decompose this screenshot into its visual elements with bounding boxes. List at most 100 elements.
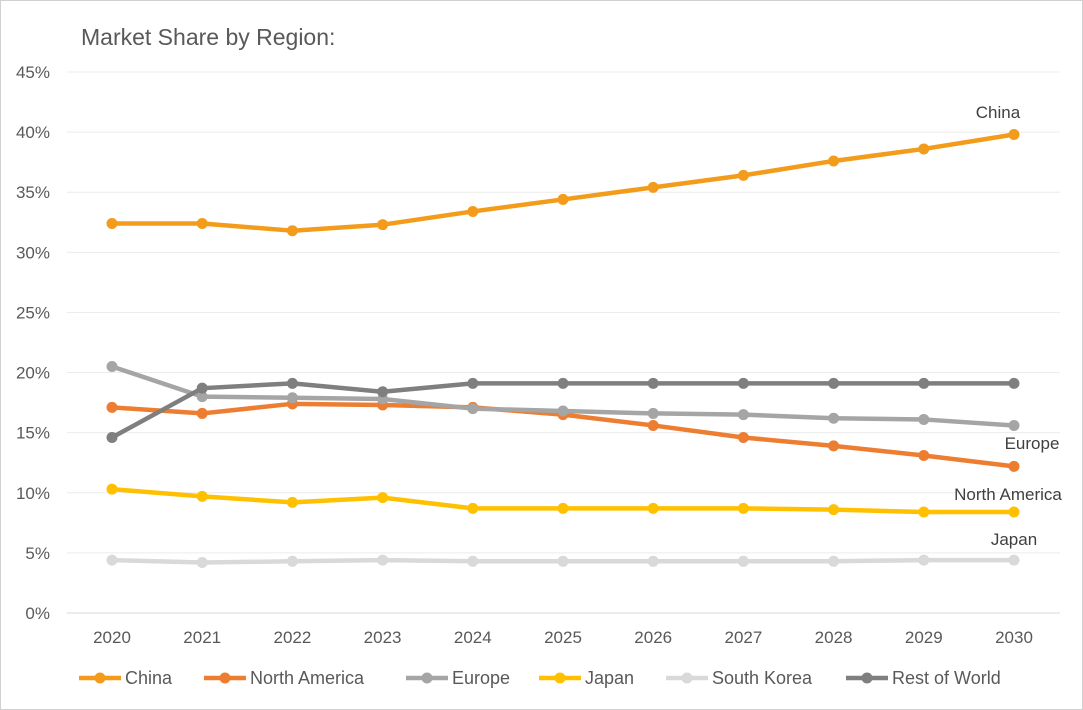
y-tick-label: 30% <box>16 243 50 262</box>
data-point <box>828 377 840 389</box>
data-point <box>106 554 118 566</box>
data-point <box>828 555 840 567</box>
end-label: North America <box>954 485 1062 504</box>
data-point <box>286 377 298 389</box>
data-point <box>377 492 389 504</box>
legend-item: Japan <box>539 668 634 688</box>
data-point <box>828 440 840 452</box>
legend-label: North America <box>250 668 365 688</box>
data-point <box>557 405 569 417</box>
data-point <box>918 377 930 389</box>
data-point <box>647 555 659 567</box>
data-point <box>467 502 479 514</box>
data-point <box>196 217 208 229</box>
x-tick-label: 2021 <box>183 628 221 647</box>
legend-item: South Korea <box>666 668 813 688</box>
y-tick-label: 35% <box>16 183 50 202</box>
data-point <box>196 391 208 403</box>
legend-item: China <box>79 668 173 688</box>
data-point <box>286 225 298 237</box>
legend-item: North America <box>204 668 365 688</box>
x-tick-label: 2027 <box>724 628 762 647</box>
legend-marker <box>554 672 566 684</box>
data-point <box>1008 377 1020 389</box>
y-tick-label: 15% <box>16 424 50 443</box>
end-label: Europe <box>1005 434 1060 453</box>
x-tick-label: 2024 <box>454 628 492 647</box>
data-point <box>918 413 930 425</box>
data-point <box>1008 554 1020 566</box>
data-point <box>467 377 479 389</box>
data-point <box>467 205 479 217</box>
data-point <box>918 143 930 155</box>
data-point <box>106 217 118 229</box>
data-point <box>918 506 930 518</box>
data-point <box>1008 460 1020 472</box>
x-tick-label: 2028 <box>815 628 853 647</box>
legend-marker <box>421 672 433 684</box>
data-point <box>1008 506 1020 518</box>
data-point <box>647 377 659 389</box>
x-tick-label: 2026 <box>634 628 672 647</box>
x-tick-label: 2023 <box>364 628 402 647</box>
series-rest-of-world <box>106 377 1020 443</box>
legend-label: Rest of World <box>892 668 1001 688</box>
data-point <box>106 483 118 495</box>
x-tick-label: 2022 <box>273 628 311 647</box>
data-point <box>737 502 749 514</box>
legend-marker <box>861 672 873 684</box>
y-tick-label: 0% <box>25 604 50 623</box>
data-point <box>647 407 659 419</box>
data-point <box>737 169 749 181</box>
series-japan <box>106 483 1020 518</box>
data-point <box>647 419 659 431</box>
legend-marker <box>94 672 106 684</box>
chart-title: Market Share by Region: <box>81 24 335 50</box>
y-tick-label: 45% <box>16 63 50 82</box>
legend-marker <box>219 672 231 684</box>
data-point <box>106 401 118 413</box>
data-point <box>377 554 389 566</box>
data-point <box>106 361 118 373</box>
y-tick-label: 40% <box>16 123 50 142</box>
data-point <box>377 219 389 231</box>
data-point <box>286 496 298 508</box>
series-china <box>106 129 1020 237</box>
legend-label: Europe <box>452 668 510 688</box>
legend-item: Rest of World <box>846 668 1001 688</box>
data-point <box>106 431 118 443</box>
data-point <box>828 155 840 167</box>
y-tick-label: 25% <box>16 303 50 322</box>
data-point <box>828 412 840 424</box>
data-point <box>196 407 208 419</box>
data-point <box>647 502 659 514</box>
data-point <box>467 555 479 567</box>
data-point <box>557 555 569 567</box>
data-point <box>557 502 569 514</box>
data-point <box>737 555 749 567</box>
data-point <box>828 504 840 516</box>
legend-label: China <box>125 668 173 688</box>
data-point <box>196 382 208 394</box>
y-tick-label: 5% <box>25 544 50 563</box>
data-point <box>377 386 389 398</box>
y-tick-label: 10% <box>16 484 50 503</box>
legend-label: South Korea <box>712 668 813 688</box>
x-tick-label: 2030 <box>995 628 1033 647</box>
data-point <box>467 403 479 415</box>
series-south-korea <box>106 554 1020 569</box>
data-point <box>1008 419 1020 431</box>
end-label: China <box>976 103 1021 122</box>
data-point <box>557 377 569 389</box>
data-point <box>286 555 298 567</box>
data-point <box>737 377 749 389</box>
data-point <box>737 409 749 421</box>
data-point <box>196 490 208 502</box>
data-point <box>918 450 930 462</box>
data-point <box>557 193 569 205</box>
x-tick-label: 2025 <box>544 628 582 647</box>
data-point <box>737 431 749 443</box>
